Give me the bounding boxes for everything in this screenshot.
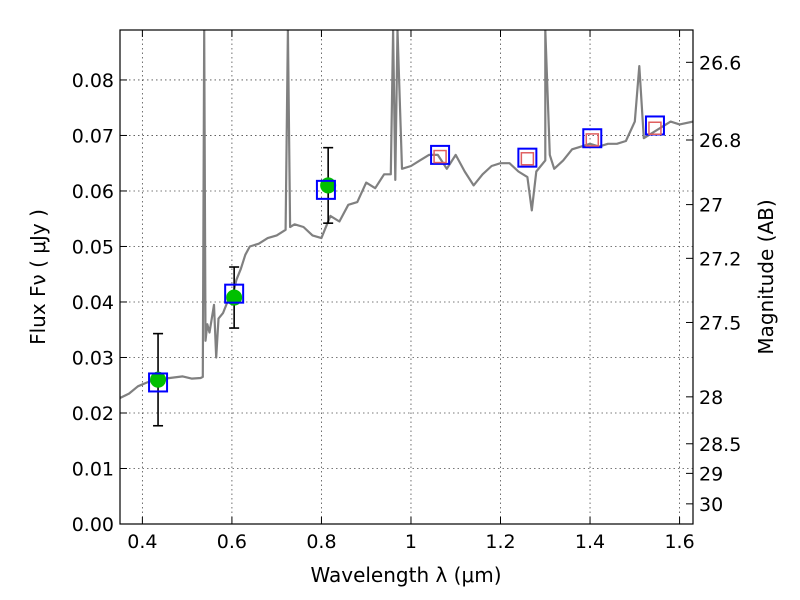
y-tick-label: 0.07 — [72, 125, 114, 147]
y-tick-label: 0.02 — [72, 403, 114, 425]
model-band-square — [315, 179, 336, 200]
x-axis-label: Wavelength λ (μm) — [310, 563, 501, 587]
synthetic-band-square — [433, 149, 447, 164]
observed-point — [320, 177, 337, 194]
mag-tick-label: 27.2 — [699, 248, 741, 270]
mag-tick-label: 27.5 — [699, 312, 741, 334]
plot-area — [120, 30, 693, 524]
x-tick-label: 0.8 — [306, 531, 336, 553]
y-tick-label: 0.04 — [72, 292, 114, 314]
mag-tick-label: 29 — [699, 463, 723, 485]
observed-point — [150, 371, 167, 388]
y-tick-label: 0.03 — [72, 347, 114, 369]
synthetic-band-square — [585, 133, 600, 147]
ticks: 0.4 0.6 0.8 1 1.2 1.4 1.6 0.00 0.01 0.02 0.03 0.04 0… — [72, 30, 741, 553]
plot-frame — [119, 29, 694, 525]
data-layer — [120, 30, 693, 427]
observed-point — [226, 289, 243, 306]
mag-tick-label: 26.8 — [699, 130, 741, 152]
model-band-square — [148, 372, 169, 393]
mag-tick-label: 30 — [699, 494, 723, 516]
y-tick-label: 0.01 — [72, 458, 114, 480]
y-tick-label: 0.06 — [72, 181, 114, 203]
y-tick-label: 0.08 — [72, 70, 114, 92]
x-tick-label: 0.4 — [127, 531, 157, 553]
mag-tick-label: 28.5 — [699, 434, 741, 456]
synthetic-band-square — [520, 152, 535, 166]
x-tick-label: 1.6 — [664, 531, 694, 553]
model-band-square — [582, 128, 603, 149]
x-tick-label: 1 — [405, 531, 417, 553]
model-band-square — [224, 283, 245, 304]
y-axis-label: Flux Fν ( μJy ) — [26, 209, 50, 345]
x-tick-label: 1.2 — [485, 531, 515, 553]
grid — [120, 30, 693, 525]
synthetic-band-square — [648, 121, 662, 135]
y-tick-label: 0.00 — [72, 514, 114, 536]
model-band-square — [430, 144, 451, 165]
x-tick-label: 1.4 — [575, 531, 605, 553]
model-spectrum-line — [120, 30, 693, 399]
mag-tick-label: 28 — [699, 387, 723, 409]
model-band-square — [517, 147, 538, 168]
mag-tick-label: 26.6 — [699, 52, 741, 74]
y-tick-label: 0.05 — [72, 236, 114, 258]
mag-tick-label: 27 — [699, 195, 723, 217]
right-axis-label: Magnitude (AB) — [754, 199, 778, 354]
x-tick-label: 0.6 — [217, 531, 247, 553]
